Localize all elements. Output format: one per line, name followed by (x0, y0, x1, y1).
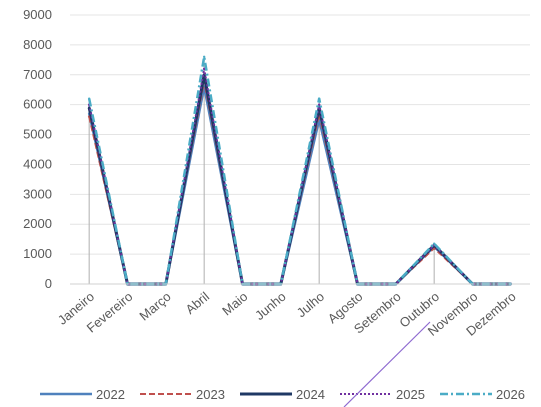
y-tick-label: 4000 (23, 156, 52, 171)
data-point-2026 (87, 97, 91, 100)
series-line-2023 (88, 79, 511, 285)
legend-label: 2022 (96, 387, 125, 402)
data-point-2025 (202, 67, 206, 71)
y-tick-label: 9000 (23, 7, 52, 22)
y-tick-label: 3000 (23, 186, 52, 201)
series-line-2025 (88, 67, 511, 285)
legend-label: 2023 (196, 387, 225, 402)
grid-lines (70, 14, 530, 285)
x-tick-label: Abril (183, 289, 213, 317)
y-tick-label: 6000 (23, 97, 52, 112)
x-tick-label: Maio (219, 289, 250, 319)
legend-label: 2024 (296, 387, 325, 402)
drop-lines (88, 56, 435, 284)
data-point-2026 (432, 242, 436, 245)
stray-pen-mark (343, 321, 431, 407)
y-tick-label: 8000 (23, 37, 52, 52)
y-axis: 0 1000 2000 3000 4000 5000 6000 7000 8000 9000 (23, 7, 52, 291)
y-tick-label: 1000 (23, 246, 52, 261)
x-tick-label: Março (136, 289, 173, 324)
data-point-2026 (202, 55, 206, 59)
series-line-2024 (87, 73, 511, 286)
legend: 2022 2023 2024 2025 2026 (40, 387, 525, 402)
x-tick-label: Junho (252, 289, 289, 323)
y-tick-label: 2000 (23, 216, 52, 231)
y-tick-label: 5000 (23, 127, 52, 142)
data-point-2025 (317, 103, 321, 106)
data-point-2024 (87, 106, 91, 109)
legend-label: 2026 (496, 387, 525, 402)
y-tick-label: 7000 (23, 67, 52, 82)
series-lines (87, 55, 513, 286)
data-point-2026 (317, 97, 321, 100)
x-tick-label: Julho (294, 289, 327, 320)
series-line-2026 (87, 55, 511, 286)
y-tick-label: 0 (45, 276, 52, 291)
legend-label: 2025 (396, 387, 425, 402)
